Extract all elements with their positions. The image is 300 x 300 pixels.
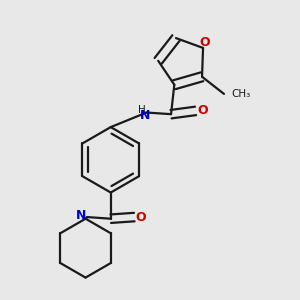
Text: CH₃: CH₃ xyxy=(231,89,250,99)
Text: O: O xyxy=(136,211,146,224)
Text: H: H xyxy=(138,105,146,115)
Text: O: O xyxy=(200,36,210,49)
Text: N: N xyxy=(140,109,150,122)
Text: O: O xyxy=(197,104,208,117)
Text: N: N xyxy=(76,209,86,222)
